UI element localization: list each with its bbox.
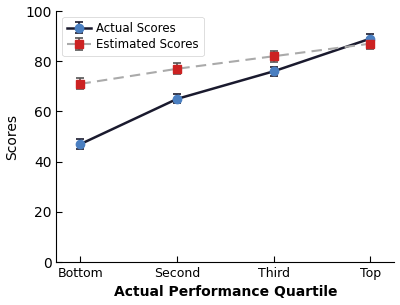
X-axis label: Actual Performance Quartile: Actual Performance Quartile [114,285,337,300]
Y-axis label: Scores: Scores [6,113,20,160]
Legend: Actual Scores, Estimated Scores: Actual Scores, Estimated Scores [62,17,204,56]
